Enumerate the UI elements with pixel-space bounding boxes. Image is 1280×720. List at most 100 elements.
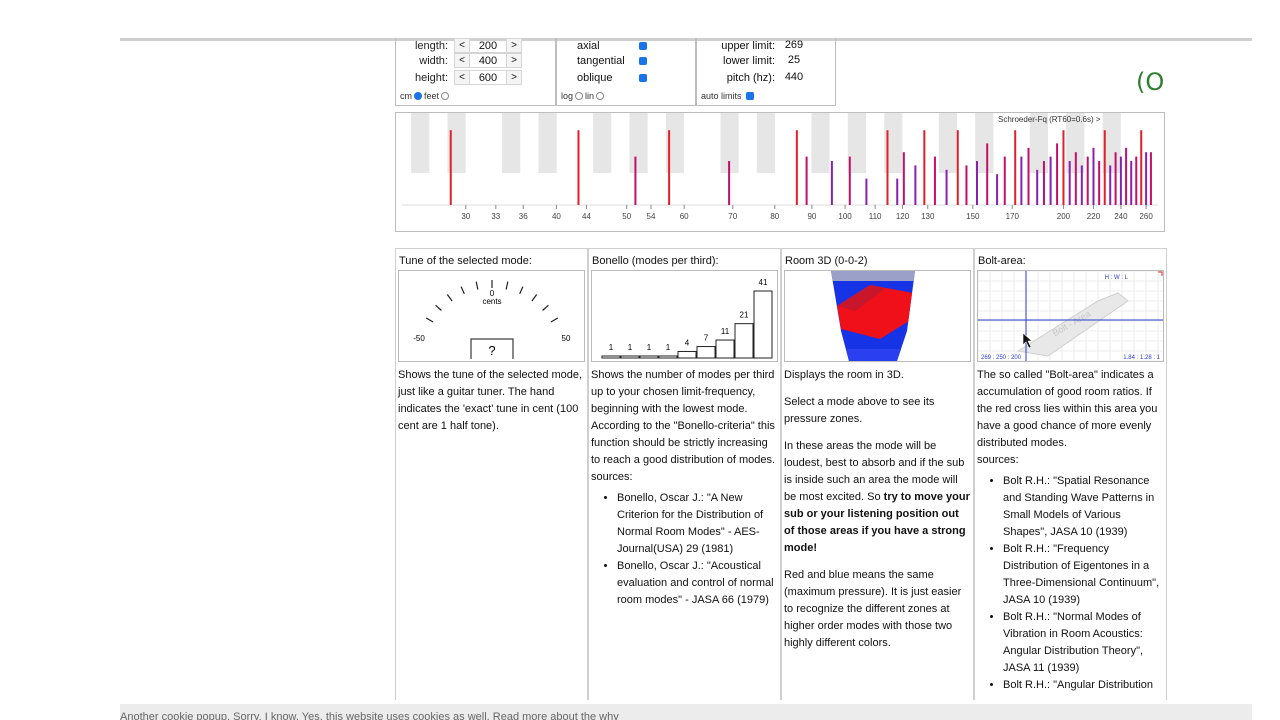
oblique-label: oblique — [577, 71, 613, 84]
mode-bar — [1068, 161, 1071, 205]
bonello-text: Shows the number of modes per third up t… — [591, 369, 776, 466]
length-label: length: — [414, 39, 448, 52]
mode-bar — [965, 165, 968, 205]
tangential-checkbox[interactable] — [639, 56, 647, 65]
axial-row: axial — [577, 38, 647, 53]
mode-bar — [1092, 147, 1095, 205]
auto-limits-label: auto limits — [701, 90, 742, 101]
frequency-tick-label: 70 — [728, 212, 737, 221]
oblique-checkbox[interactable] — [639, 73, 647, 82]
top-divider — [120, 38, 1252, 41]
bolt-description: The so called "Bolt-area" indicates a ac… — [977, 367, 1163, 694]
bolt-source-3: Bolt R.H.: "Normal Modes of Vibration in… — [1003, 609, 1163, 677]
mode-bar — [634, 156, 637, 205]
tuner-zero-label: 0 — [490, 289, 495, 298]
height-decrease-button[interactable]: < — [454, 70, 470, 85]
bolt-sources-label: sources: — [977, 454, 1019, 466]
bolt-area-shape — [1016, 292, 1129, 357]
width-decrease-button[interactable]: < — [454, 53, 470, 68]
mode-bar — [986, 143, 989, 205]
site-logo: (O — [1136, 68, 1165, 96]
mode-bar — [1125, 147, 1128, 205]
tuner-tick — [460, 286, 465, 295]
frequency-tick-label: 240 — [1114, 212, 1128, 221]
scale-log-radio[interactable] — [575, 91, 584, 100]
bolt-widget[interactable]: Bolt - Area H : W : L 269 : 250 : 200 1.… — [977, 270, 1164, 362]
mode-bar — [668, 130, 671, 205]
width-input[interactable]: 400 — [470, 53, 506, 68]
bonello-bar — [620, 355, 640, 359]
frequency-tick-label: 100 — [838, 212, 852, 221]
pitch-label: pitch (hz): — [726, 71, 775, 84]
bolt-red-marker — [1158, 271, 1163, 276]
height-increase-button[interactable]: > — [506, 70, 522, 85]
height-label: height: — [414, 71, 448, 84]
auto-limits-row: auto limits — [701, 88, 754, 103]
upper-limit-label: upper limit: — [721, 39, 775, 52]
mode-bar — [848, 156, 851, 205]
bonello-sources-label: sources: — [591, 471, 633, 483]
bolt-sources-list: Bolt R.H.: "Spatial Resonance and Standi… — [977, 473, 1163, 694]
mode-bar — [996, 174, 999, 205]
piano-black-key — [593, 113, 612, 173]
piano-black-key — [720, 113, 739, 173]
mode-bar — [1062, 130, 1065, 205]
bolt-source-2: Bolt R.H.: "Frequency Distribution of Ei… — [1003, 541, 1163, 609]
lower-limit-input[interactable]: 25 — [787, 54, 801, 66]
mode-bar — [865, 178, 868, 205]
tuner-cents-label: cents — [482, 297, 501, 306]
bolt-grid — [978, 271, 1163, 361]
frequency-tick-label: 120 — [896, 212, 910, 221]
bonello-widget: 1 1 1 1 4 7 11 21 41 — [591, 270, 778, 362]
room3d-p2: Select a mode above to see its pressure … — [784, 396, 935, 425]
frequency-tick-label: 30 — [461, 212, 470, 221]
mode-bar — [1049, 156, 1052, 205]
length-increase-button[interactable]: > — [506, 38, 522, 53]
mode-bar — [1074, 152, 1077, 205]
room3d-p4: Red and blue means the same (maximum pre… — [784, 569, 962, 649]
mode-bar — [1135, 156, 1138, 205]
frequency-tick-label: 130 — [921, 212, 935, 221]
unit-cm-radio[interactable] — [414, 91, 422, 100]
bonello-bar — [639, 355, 659, 359]
bolt-source-4: Bolt R.H.: "Angular Distribution — [1003, 677, 1163, 694]
frequency-tick-label: 200 — [1057, 212, 1071, 221]
mode-bar — [1014, 130, 1017, 205]
mode-bar — [1086, 156, 1089, 205]
bolt-area-plot[interactable]: Bolt - Area H : W : L 269 : 250 : 200 1.… — [978, 271, 1163, 361]
tuner-tick — [475, 281, 479, 290]
tuner-tick — [550, 317, 559, 323]
length-decrease-button[interactable]: < — [454, 38, 470, 53]
axial-checkbox[interactable] — [639, 41, 647, 50]
width-increase-button[interactable]: > — [506, 53, 522, 68]
scale-lin-radio[interactable] — [596, 91, 605, 100]
pitch-input[interactable]: 440 — [784, 71, 804, 83]
bonello-bar-label: 1 — [647, 343, 652, 352]
bonello-bar-label: 11 — [721, 327, 730, 336]
mode-spectrum-svg[interactable]: 30 33 36 40 44 50 54 60 70 80 90 100 110 120 130 150 170… — [396, 113, 1164, 231]
length-input[interactable]: 200 — [470, 38, 506, 53]
bonello-description: Shows the number of modes per third up t… — [591, 367, 777, 609]
bonello-sources-list: Bonello, Oscar J.: "A New Criterion for … — [591, 490, 777, 609]
unit-feet-radio[interactable] — [441, 91, 450, 100]
mode-spectrum-chart[interactable]: 30 33 36 40 44 50 54 60 70 80 90 100 110 120 130 150 170… — [395, 112, 1165, 232]
bonello-bar-label: 41 — [759, 278, 768, 287]
cookie-banner[interactable]: Another cookie popup. Sorry, I know. Yes… — [120, 704, 1252, 720]
frequency-tick-label: 54 — [647, 212, 656, 221]
room3d-view[interactable] — [785, 271, 970, 361]
frequency-tick-label: 44 — [582, 212, 591, 221]
frequency-tick-label: 90 — [807, 212, 816, 221]
upper-limit-input[interactable]: 269 — [784, 39, 804, 51]
room3d-widget[interactable] — [784, 270, 971, 362]
tuner-tick — [425, 317, 434, 323]
bolt-text: The so called "Bolt-area" indicates a ac… — [977, 369, 1158, 449]
bolt-column: Bolt-area: Bolt - Area H : W : L 269 : 2… — [974, 248, 1167, 700]
bonello-bar — [696, 346, 716, 359]
scale-log-label: log — [561, 90, 574, 101]
auto-limits-checkbox[interactable] — [745, 91, 754, 100]
mode-bar — [1027, 147, 1030, 205]
height-input[interactable]: 600 — [470, 70, 506, 85]
piano-black-key — [811, 113, 830, 173]
cookie-text: Another cookie popup. Sorry, I know. Yes… — [120, 711, 619, 720]
tuner-tick — [505, 281, 509, 290]
